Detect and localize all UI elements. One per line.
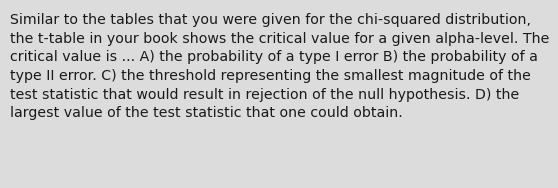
Text: Similar to the tables that you were given for the chi-squared distribution, the : Similar to the tables that you were give… [10,13,550,120]
